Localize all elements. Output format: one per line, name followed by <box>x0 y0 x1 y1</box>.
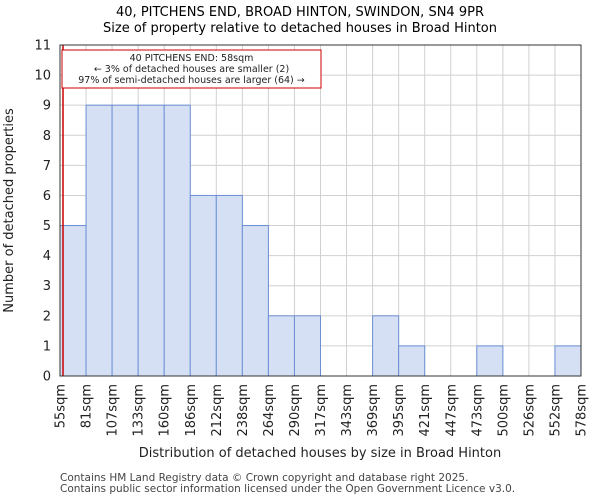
plot-frame <box>59 44 582 377</box>
y-tick-5: 5 <box>43 219 51 234</box>
y-tick-10: 10 <box>34 69 51 84</box>
bar-107sqm <box>111 104 139 377</box>
bar-264sqm <box>267 315 295 377</box>
y-tick-6: 6 <box>43 189 51 204</box>
y-tick-11: 11 <box>34 39 51 54</box>
y-tick-2: 2 <box>43 309 51 324</box>
x-tick-81sqm: 81sqm <box>80 384 95 428</box>
footer-line-1: Contains HM Land Registry data © Crown c… <box>60 472 469 484</box>
x-tick-447sqm: 447sqm <box>444 384 459 437</box>
footer-line-2: Contains public sector information licen… <box>60 483 516 495</box>
x-tick-160sqm: 160sqm <box>158 384 173 437</box>
x-tick-317sqm: 317sqm <box>314 384 329 437</box>
bar-55sqm <box>59 225 87 377</box>
x-tick-421sqm: 421sqm <box>418 384 433 437</box>
y-tick-8: 8 <box>43 129 51 144</box>
annotation-rect <box>61 49 322 89</box>
y-tick-1: 1 <box>43 339 51 354</box>
y-axis-label: Number of detached properties <box>2 108 17 313</box>
histogram-chart: 40, PITCHENS END, BROAD HINTON, SWINDON,… <box>2 5 590 461</box>
x-tick-473sqm: 473sqm <box>470 384 485 437</box>
chart-title: 40, PITCHENS END, BROAD HINTON, SWINDON,… <box>116 5 484 20</box>
x-tick-369sqm: 369sqm <box>366 384 381 437</box>
x-tick-labels: 55sqm 81sqm 107sqm 133sqm 160sqm 186sqm 212sqm… <box>54 384 590 437</box>
bar-369sqm <box>372 315 400 377</box>
x-tick-107sqm: 107sqm <box>106 384 121 437</box>
bar-133sqm <box>137 104 165 377</box>
x-tick-343sqm: 343sqm <box>340 384 355 437</box>
y-tick-7: 7 <box>43 159 51 174</box>
bar-238sqm <box>241 225 269 377</box>
annotation-box: 40 PITCHENS END: 58sqm ← 3% of detached … <box>61 49 322 89</box>
x-tick-552sqm: 552sqm <box>548 384 563 437</box>
bar-160sqm <box>163 104 191 377</box>
y-tick-4: 4 <box>43 249 51 264</box>
bar-290sqm <box>293 315 322 377</box>
y-tick-labels: 0 1 2 3 4 5 6 7 8 9 10 11 <box>34 39 51 385</box>
x-tick-264sqm: 264sqm <box>262 384 277 437</box>
x-tick-238sqm: 238sqm <box>236 384 251 437</box>
bar-395sqm <box>398 345 426 377</box>
x-axis-label: Distribution of detached houses by size … <box>139 446 501 461</box>
bar-81sqm <box>85 104 113 377</box>
x-tick-212sqm: 212sqm <box>210 384 225 437</box>
y-tick-0: 0 <box>43 370 51 385</box>
x-tick-55sqm: 55sqm <box>54 384 69 428</box>
bar-473sqm <box>476 345 504 377</box>
annotation-line-1: 40 PITCHENS END: 58sqm <box>130 53 254 64</box>
x-tick-526sqm: 526sqm <box>522 384 537 437</box>
x-tick-133sqm: 133sqm <box>132 384 147 437</box>
bar-186sqm <box>189 194 217 377</box>
bars <box>59 104 582 377</box>
chart-subtitle: Size of property relative to detached ho… <box>103 21 497 36</box>
x-tick-186sqm: 186sqm <box>184 384 199 437</box>
x-tick-395sqm: 395sqm <box>392 384 407 437</box>
y-tick-3: 3 <box>43 279 51 294</box>
bar-212sqm <box>215 194 243 377</box>
annotation-line-2: ← 3% of detached houses are smaller (2) <box>94 64 289 75</box>
y-tick-9: 9 <box>43 99 51 114</box>
bar-552sqm <box>554 345 582 377</box>
annotation-line-3: 97% of semi-detached houses are larger (… <box>78 75 305 86</box>
x-tick-500sqm: 500sqm <box>496 384 511 437</box>
x-tick-290sqm: 290sqm <box>288 384 303 437</box>
x-tick-578sqm: 578sqm <box>575 384 590 437</box>
